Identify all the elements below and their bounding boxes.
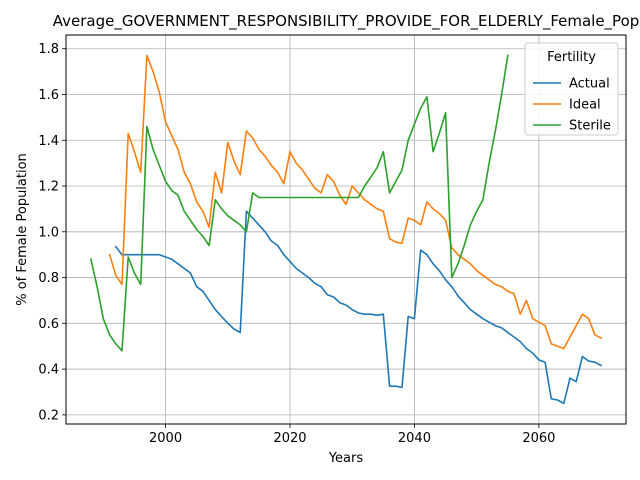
- y-tick-label: 1.4: [38, 134, 59, 149]
- legend-label-actual: Actual: [569, 77, 610, 92]
- y-tick-label: 0.4: [38, 363, 59, 378]
- series-line-ideal: [108, 54, 603, 350]
- x-tick-label: 2040: [398, 431, 431, 446]
- x-tick-label: 2020: [273, 431, 306, 446]
- y-tick-label: 0.6: [38, 317, 59, 332]
- y-tick-label: 1.2: [38, 180, 59, 195]
- y-tick-label: 1.8: [38, 42, 59, 57]
- x-tick-label: 2000: [149, 431, 182, 446]
- legend: Fertility Actual Ideal Sterile: [524, 42, 619, 136]
- y-axis-label: % of Female Population: [15, 153, 30, 306]
- series-line-sterile: [89, 54, 509, 352]
- x-tick-label: 2060: [522, 431, 555, 446]
- plot-frame: [65, 34, 627, 425]
- axis-ticks: 2000 2020 2040 2060 0.2 0.4 0.6 0.8 1.0 1.2 1.4 1.6…: [38, 42, 555, 446]
- series-line-actual: [114, 210, 603, 405]
- y-tick-label: 0.8: [38, 271, 59, 286]
- legend-box: [524, 42, 619, 136]
- x-axis-label: Years: [328, 451, 364, 466]
- chart-title: Average_GOVERNMENT_RESPONSIBILITY_PROVID…: [53, 12, 640, 31]
- y-tick-label: 1.6: [38, 88, 59, 103]
- y-tick-label: 0.2: [38, 408, 59, 423]
- legend-label-ideal: Ideal: [569, 98, 601, 113]
- grid-lines: [66, 35, 626, 424]
- legend-title: Fertility: [547, 50, 596, 65]
- legend-label-sterile: Sterile: [569, 119, 611, 134]
- y-tick-label: 1.0: [38, 225, 59, 240]
- series-lines: [89, 54, 603, 405]
